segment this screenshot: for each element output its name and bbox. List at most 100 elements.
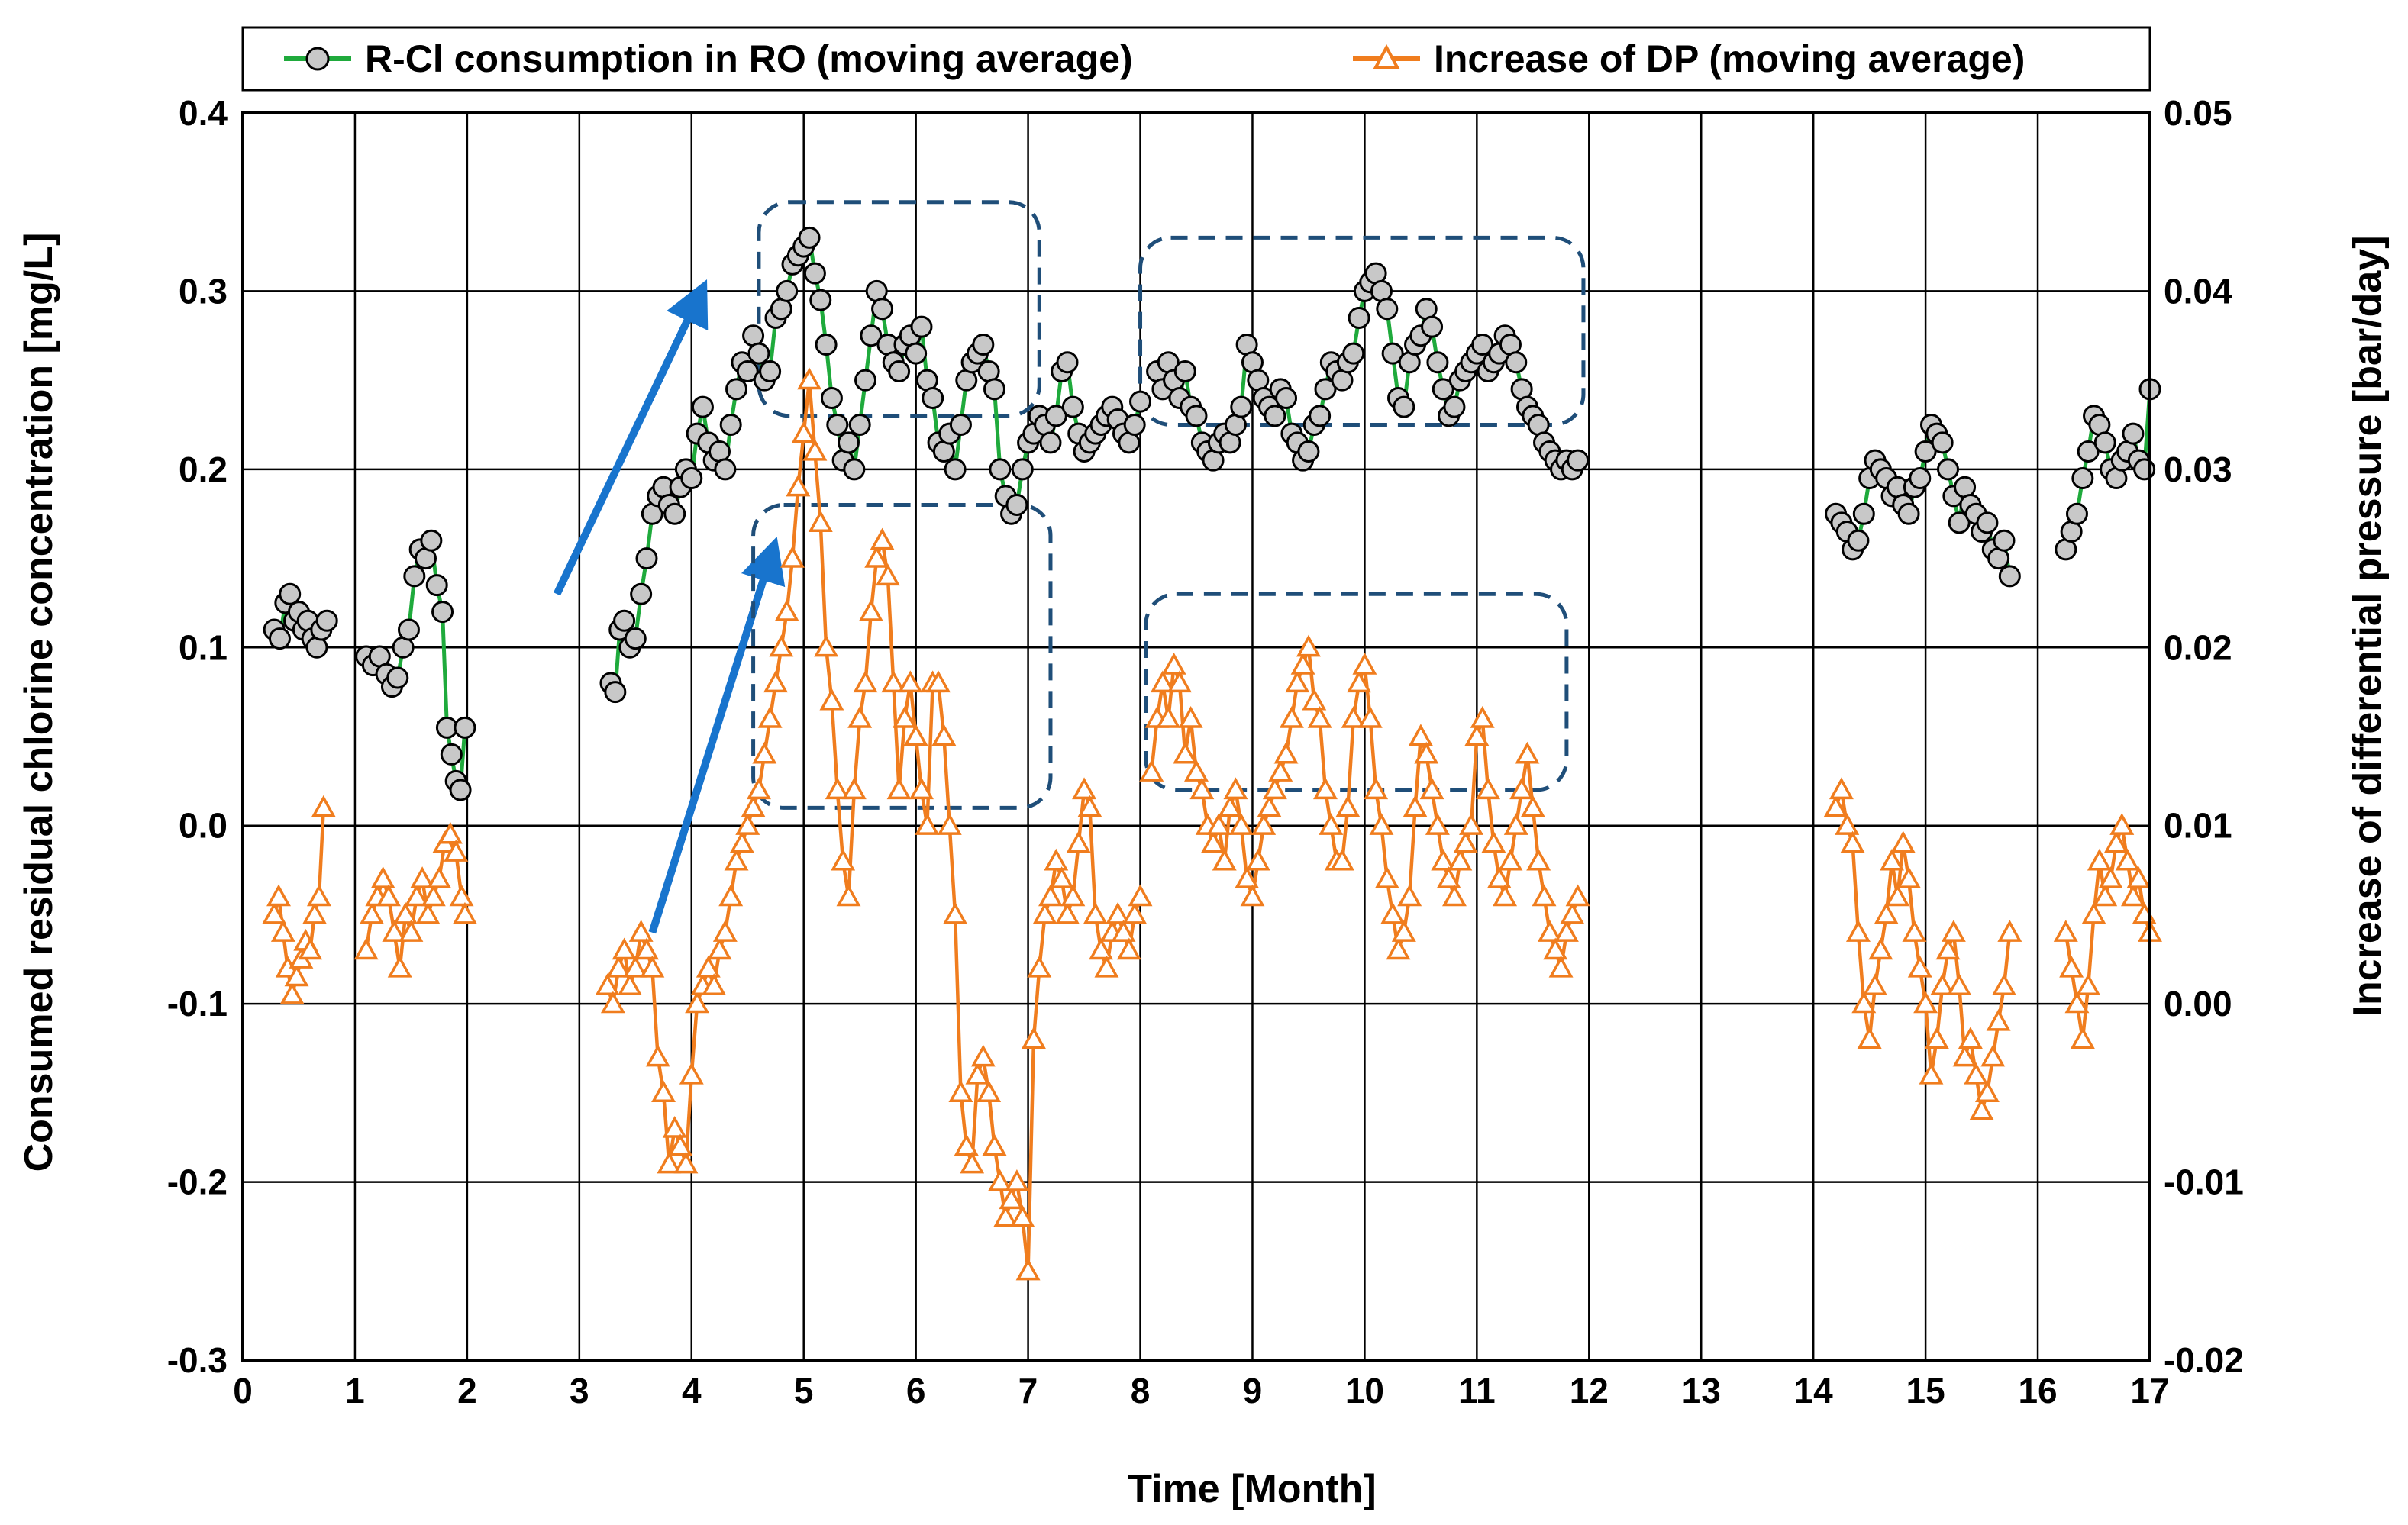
dp-point bbox=[881, 670, 906, 693]
rcl-point bbox=[425, 574, 448, 597]
dp-point bbox=[746, 777, 771, 800]
dp-point bbox=[1038, 884, 1063, 907]
dp-point bbox=[606, 955, 631, 978]
rcl-point bbox=[1314, 378, 1337, 401]
rcl-point bbox=[837, 431, 860, 454]
rcl-point bbox=[725, 378, 748, 401]
rcl-point bbox=[403, 565, 426, 588]
rcl-point bbox=[888, 359, 911, 382]
dp-point bbox=[2120, 884, 2145, 907]
dp-point bbox=[1173, 741, 1198, 764]
dp-point bbox=[651, 1080, 676, 1103]
dp-point bbox=[718, 884, 744, 907]
dp-point bbox=[853, 670, 878, 693]
legend-rcl-label: R-Cl consumption in RO (moving average) bbox=[365, 37, 1133, 80]
dp-point bbox=[645, 1044, 670, 1067]
rcl-point bbox=[1432, 378, 1454, 401]
x-tick-label: 4 bbox=[682, 1371, 702, 1411]
highlight-box bbox=[751, 503, 1053, 810]
dp-point bbox=[1044, 848, 1069, 871]
rcl-point bbox=[2077, 440, 2100, 463]
dp-point bbox=[1481, 830, 1506, 853]
rcl-point bbox=[843, 458, 866, 481]
x-tick-label: 8 bbox=[1131, 1371, 1151, 1411]
rcl-point bbox=[1264, 405, 1286, 427]
dp-point bbox=[1880, 848, 1905, 871]
rcl-point bbox=[1567, 449, 1590, 472]
dp-point bbox=[449, 884, 474, 907]
dp-point bbox=[858, 598, 883, 621]
dp-point bbox=[1498, 848, 1523, 871]
dp-point bbox=[1111, 920, 1136, 942]
rcl-point bbox=[440, 743, 463, 766]
dp-point bbox=[2053, 920, 2078, 942]
dp-point bbox=[1515, 741, 1540, 764]
dp-point bbox=[1503, 813, 1528, 835]
rcl-point bbox=[1044, 405, 1067, 427]
trend-arrow bbox=[553, 279, 709, 596]
dp-point bbox=[1206, 813, 1231, 835]
dp-point bbox=[404, 884, 429, 907]
dp-point bbox=[1010, 1204, 1035, 1227]
dp-point bbox=[1845, 920, 1871, 942]
x-tick-label: 16 bbox=[2018, 1371, 2057, 1411]
dp-point bbox=[1386, 937, 1411, 960]
dp-point bbox=[729, 830, 754, 853]
dp-point bbox=[970, 1044, 996, 1067]
rcl-point bbox=[1847, 529, 1870, 552]
dp-point bbox=[1902, 920, 1927, 942]
dp-point bbox=[1279, 706, 1304, 728]
dp-point bbox=[1139, 759, 1164, 782]
dp-point bbox=[370, 866, 395, 888]
dp-point bbox=[993, 1204, 1018, 1227]
dp-point bbox=[1032, 901, 1057, 924]
dp-point bbox=[262, 901, 287, 924]
x-tick-label: 5 bbox=[794, 1371, 814, 1411]
rcl-point bbox=[1993, 529, 2016, 552]
trend-arrow bbox=[648, 536, 786, 934]
x-tick-label: 14 bbox=[1794, 1371, 1834, 1411]
dp-point bbox=[769, 634, 794, 657]
dp-point bbox=[791, 421, 816, 443]
dp-point bbox=[1548, 955, 1574, 978]
dp-point bbox=[954, 1133, 979, 1156]
dp-point bbox=[360, 901, 384, 924]
dp-point bbox=[1167, 670, 1192, 693]
dp-point bbox=[266, 884, 291, 907]
dp-point bbox=[1106, 901, 1131, 924]
dp-point bbox=[298, 937, 323, 960]
dp-point bbox=[2126, 866, 2151, 888]
legend: R-Cl consumption in RO (moving average) … bbox=[241, 26, 2151, 92]
dp-point bbox=[2070, 1027, 2095, 1049]
dp-point bbox=[1868, 937, 1893, 960]
dp-point bbox=[421, 884, 446, 907]
x-tick-label: 11 bbox=[1458, 1371, 1496, 1411]
dp-point bbox=[1403, 795, 1428, 817]
dp-point bbox=[270, 920, 295, 942]
dp-point bbox=[1851, 991, 1877, 1014]
dp-point bbox=[1268, 759, 1293, 782]
rcl-point bbox=[635, 547, 658, 570]
dp-point bbox=[1060, 884, 1086, 907]
dp-point bbox=[617, 973, 642, 995]
dp-point bbox=[1986, 1008, 2011, 1031]
rcl-point bbox=[989, 458, 1012, 481]
rcl-point bbox=[1909, 467, 1932, 490]
dp-point bbox=[836, 884, 861, 907]
y-right-axis-title: Increase of differential pressure [bar/d… bbox=[2345, 235, 2390, 1016]
rcl-point bbox=[1005, 494, 1028, 517]
dp-point bbox=[1560, 901, 1585, 924]
dp-point bbox=[1335, 795, 1361, 817]
rcl-point bbox=[268, 627, 291, 650]
dp-point bbox=[712, 920, 738, 942]
rcl-point bbox=[759, 359, 782, 382]
rcl-point bbox=[809, 289, 832, 311]
dp-point bbox=[2081, 901, 2106, 924]
dp-point bbox=[1201, 830, 1226, 853]
dp-point bbox=[1958, 1027, 1983, 1049]
rcl-point bbox=[1443, 395, 1466, 418]
rcl-point bbox=[454, 716, 476, 739]
rcl-point bbox=[691, 395, 714, 418]
dp-point bbox=[623, 955, 648, 978]
dp-point bbox=[847, 706, 873, 728]
